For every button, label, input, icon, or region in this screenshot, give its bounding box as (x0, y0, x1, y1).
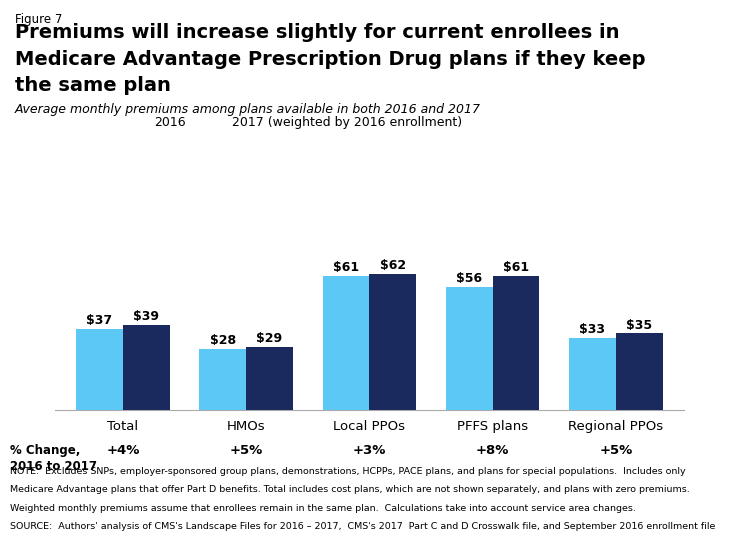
Text: +3%: +3% (353, 444, 386, 457)
Text: the same plan: the same plan (15, 76, 171, 95)
Text: $61: $61 (333, 261, 359, 274)
Bar (445, 287, 492, 410)
Text: FAMILY: FAMILY (653, 509, 703, 521)
Text: $33: $33 (579, 323, 606, 336)
Text: $35: $35 (626, 318, 652, 332)
Bar (370, 274, 416, 410)
Text: FOUNDATION: FOUNDATION (652, 527, 704, 533)
Bar (492, 276, 539, 410)
Text: +8%: +8% (476, 444, 509, 457)
Bar (569, 338, 616, 410)
Text: Regional PPOs: Regional PPOs (568, 420, 664, 433)
Text: $61: $61 (503, 261, 529, 274)
Text: +4%: +4% (107, 444, 140, 457)
Text: 2017 (weighted by 2016 enrollment): 2017 (weighted by 2016 enrollment) (232, 116, 462, 129)
Text: Figure 7: Figure 7 (15, 13, 62, 26)
Bar (616, 333, 662, 410)
Text: $29: $29 (257, 332, 282, 345)
Text: Total: Total (107, 420, 138, 433)
Text: Weighted monthly premiums assume that enrollees remain in the same plan.  Calcul: Weighted monthly premiums assume that en… (10, 504, 636, 512)
Text: Premiums will increase slightly for current enrollees in: Premiums will increase slightly for curr… (15, 23, 619, 42)
Text: +5%: +5% (229, 444, 262, 457)
Text: HMOs: HMOs (227, 420, 265, 433)
Text: $62: $62 (380, 259, 406, 272)
Bar (199, 349, 246, 410)
Text: THE HENRY J.: THE HENRY J. (655, 482, 701, 487)
Text: $37: $37 (87, 314, 112, 327)
Text: KAISER: KAISER (653, 493, 703, 506)
Text: $56: $56 (456, 272, 482, 285)
Text: 2016: 2016 (154, 116, 186, 129)
Bar (246, 347, 293, 410)
Text: % Change,
2016 to 2017: % Change, 2016 to 2017 (10, 444, 96, 473)
Text: +5%: +5% (599, 444, 632, 457)
Bar (323, 276, 370, 410)
Text: NOTE:  Excludes SNPs, employer-sponsored group plans, demonstrations, HCPPs, PAC: NOTE: Excludes SNPs, employer-sponsored … (10, 467, 685, 476)
Text: Medicare Advantage Prescription Drug plans if they keep: Medicare Advantage Prescription Drug pla… (15, 50, 645, 68)
Text: $28: $28 (209, 334, 236, 347)
Text: SOURCE:  Authors' analysis of CMS's Landscape Files for 2016 – 2017,  CMS's 2017: SOURCE: Authors' analysis of CMS's Lands… (10, 522, 715, 531)
Bar (123, 325, 170, 410)
Text: $39: $39 (133, 310, 159, 323)
Text: PFFS plans: PFFS plans (457, 420, 528, 433)
Text: Medicare Advantage plans that offer Part D benefits. Total includes cost plans, : Medicare Advantage plans that offer Part… (10, 485, 689, 494)
Text: Local PPOs: Local PPOs (334, 420, 405, 433)
Text: Average monthly premiums among plans available in both 2016 and 2017: Average monthly premiums among plans ava… (15, 103, 481, 116)
Bar (76, 329, 123, 410)
